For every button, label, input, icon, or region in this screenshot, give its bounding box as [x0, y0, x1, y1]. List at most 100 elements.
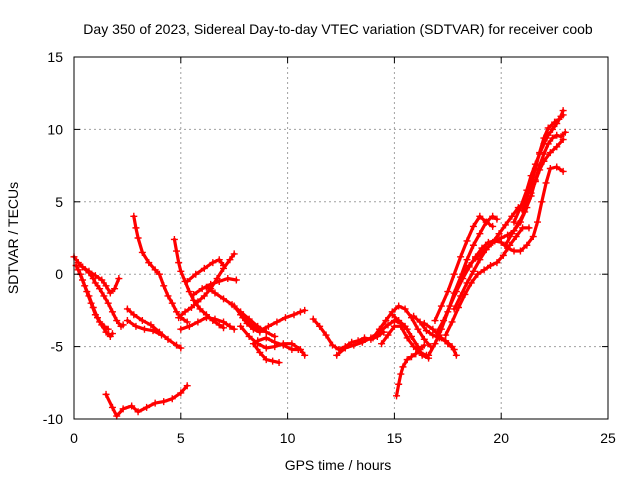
data-point [474, 270, 482, 278]
data-point [548, 134, 556, 142]
data-point [395, 380, 403, 388]
data-point [463, 256, 471, 264]
data-point [538, 198, 546, 206]
data-point [147, 321, 155, 329]
data-point [190, 290, 198, 298]
data-point [414, 325, 422, 333]
data-point [281, 314, 289, 322]
data-point [418, 351, 426, 359]
data-point [173, 247, 181, 255]
data-point [138, 317, 146, 325]
data-point [249, 325, 257, 333]
data-point [279, 341, 287, 349]
series-arc-31 [442, 224, 533, 339]
data-point [262, 334, 270, 342]
data-point [173, 308, 181, 316]
data-point [132, 322, 140, 330]
data-point [130, 212, 138, 220]
data-point [476, 212, 484, 220]
data-point [200, 292, 208, 300]
data-point [384, 321, 392, 329]
data-point [501, 241, 509, 249]
data-point [322, 331, 330, 339]
data-point [83, 288, 91, 296]
series-line [179, 316, 236, 331]
series-arc-19 [230, 302, 264, 336]
series-arc-11 [177, 314, 238, 333]
data-point [401, 305, 409, 313]
data-point [480, 266, 488, 274]
data-point [111, 285, 119, 293]
data-point [177, 344, 185, 352]
data-point [459, 270, 467, 278]
data-point [450, 270, 458, 278]
plot-frame [73, 56, 609, 420]
data-point [384, 331, 392, 339]
data-point [249, 340, 257, 348]
y-tick-label: -5 [51, 339, 64, 355]
data-point [534, 218, 542, 226]
data-point [271, 338, 279, 346]
data-point [262, 356, 270, 364]
data-point [395, 302, 403, 310]
data-point [407, 332, 415, 340]
data-point [501, 221, 509, 229]
data-point [390, 322, 398, 330]
data-point [493, 215, 501, 223]
data-point [158, 331, 166, 339]
data-point [514, 220, 522, 228]
data-point [102, 282, 110, 290]
data-series [70, 107, 569, 420]
series-arc-17 [249, 340, 283, 367]
data-point [540, 157, 548, 165]
series-arc-30 [431, 212, 497, 325]
data-point [508, 230, 516, 238]
data-point [168, 299, 176, 307]
data-point [151, 266, 159, 274]
data-point [446, 302, 454, 310]
data-point [237, 322, 245, 330]
data-point [407, 353, 415, 361]
data-point [264, 322, 272, 330]
data-point [463, 279, 471, 287]
data-point [128, 402, 136, 410]
data-point [211, 315, 219, 323]
data-point [397, 370, 405, 378]
data-point [294, 345, 302, 353]
y-tick-label: 15 [47, 49, 63, 65]
data-point [108, 403, 116, 411]
data-point [160, 398, 168, 406]
data-point [243, 319, 251, 327]
data-point [113, 412, 121, 420]
data-point [527, 189, 535, 197]
data-point [145, 259, 153, 267]
data-point [512, 233, 520, 241]
data-point [168, 395, 176, 403]
data-point [138, 248, 146, 256]
series-arc-33 [459, 163, 567, 278]
data-point [256, 348, 264, 356]
data-point [429, 325, 437, 333]
series-arc-24 [388, 311, 433, 362]
y-tick-label: 10 [47, 121, 63, 137]
data-point [183, 277, 191, 285]
data-point [529, 233, 537, 241]
data-point [296, 308, 304, 316]
x-tick-label: 15 [387, 430, 403, 446]
data-point [224, 275, 232, 283]
x-tick-label: 0 [70, 430, 78, 446]
data-point [452, 288, 460, 296]
data-point [395, 317, 403, 325]
data-point [416, 345, 424, 353]
data-point [119, 405, 127, 413]
series-arc-9 [123, 317, 166, 339]
data-point [425, 351, 433, 359]
data-point [262, 344, 270, 352]
data-point [559, 111, 567, 119]
data-point [309, 315, 317, 323]
data-point [388, 311, 396, 319]
data-point [491, 237, 499, 245]
data-point [561, 128, 569, 136]
data-point [226, 256, 234, 264]
